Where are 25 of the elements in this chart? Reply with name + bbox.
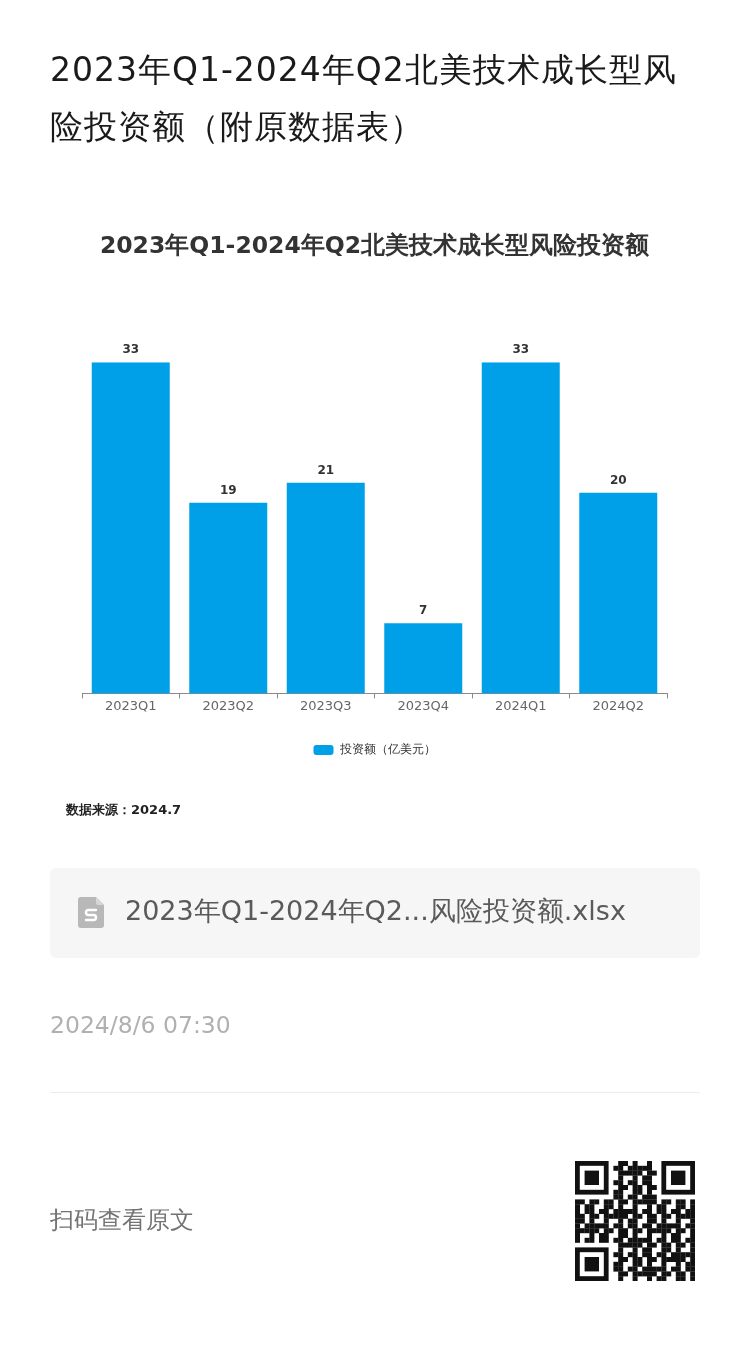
- text: 2024/8/6 07:30: [50, 1011, 231, 1040]
- data-label: 19: [219, 482, 237, 497]
- bar: [579, 492, 658, 694]
- data-label: 20: [609, 472, 627, 487]
- data-label: 33: [122, 342, 140, 357]
- data-label: 33: [512, 342, 530, 357]
- x-tick-label: 2023Q1: [104, 697, 157, 713]
- bar: [481, 362, 560, 694]
- bar: [91, 362, 170, 694]
- source-note: 数据来源：2024.7: [66, 802, 182, 818]
- x-tick-label: 2023Q3: [299, 697, 352, 713]
- bar: [189, 502, 268, 694]
- x-tick-label: 2023Q4: [397, 697, 450, 713]
- x-tick-label: 2023Q2: [202, 697, 255, 713]
- bar: [286, 482, 365, 694]
- x-tick-label: 2024Q2: [592, 697, 645, 713]
- chart-title: 2023年Q1-2024年Q2北美技术成长型风险投资额（附原数据表）: [50, 49, 678, 148]
- bar: [384, 623, 463, 694]
- data-label: 7: [419, 603, 428, 618]
- x-tick-label: 2024Q1: [494, 697, 547, 713]
- text: 2023年Q1-2024年Q2...风险投资额.xlsx: [125, 895, 626, 928]
- text: 扫码查看原文: [50, 1206, 194, 1235]
- data-label: 21: [317, 462, 335, 477]
- legend-label: 投资额（亿美元）: [338, 742, 436, 757]
- chart-subtitle: 2023年Q1-2024年Q2北美技术成长型风险投资额: [99, 231, 651, 260]
